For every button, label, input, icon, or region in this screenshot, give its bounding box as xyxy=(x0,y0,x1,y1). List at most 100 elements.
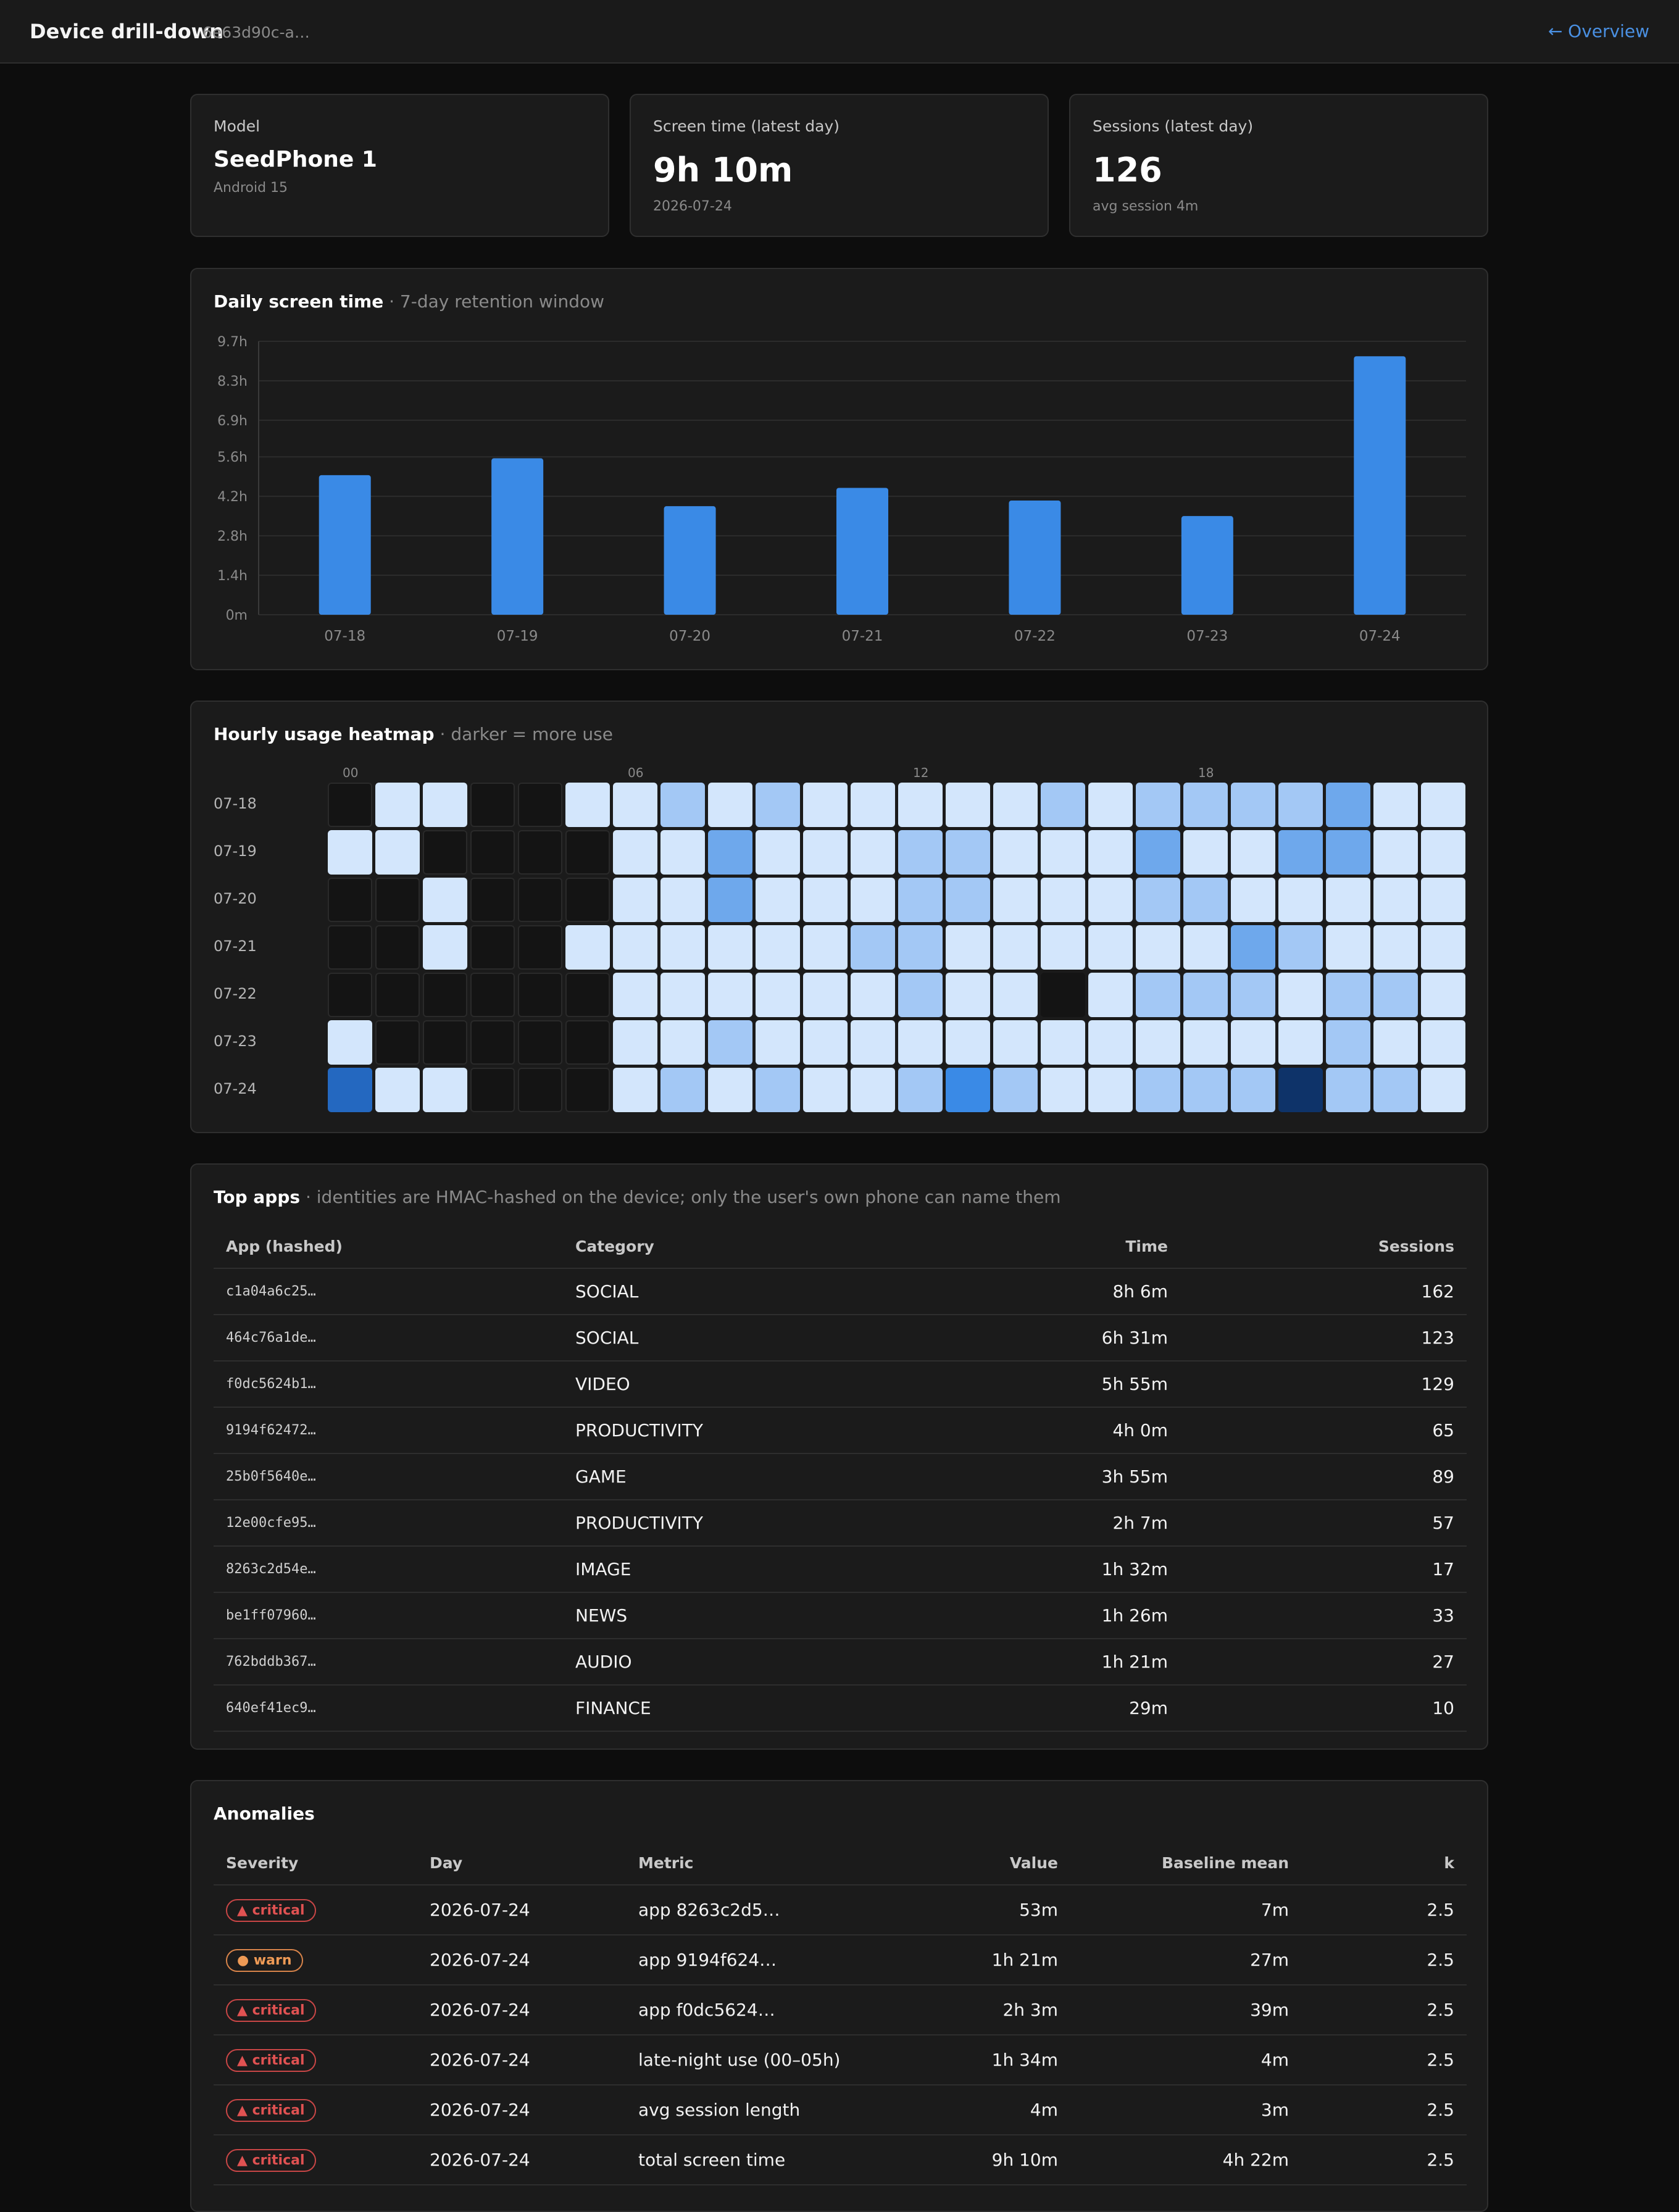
heatmap-cell xyxy=(660,973,705,1017)
heatmap-cell xyxy=(803,1020,848,1065)
table-row: 8263c2d54e… IMAGE 1h 32m 17 xyxy=(214,1546,1467,1593)
time-cell: 4h 0m xyxy=(995,1407,1180,1454)
top-apps-subtitle: identities are HMAC-hashed on the device… xyxy=(316,1187,1061,1207)
heatmap-cell xyxy=(1373,1020,1418,1065)
heatmap-cell xyxy=(898,1068,943,1112)
heatmap-cell xyxy=(803,878,848,922)
top-apps-heading: Top apps · identities are HMAC-hashed on… xyxy=(214,1187,1060,1207)
heatmap-cell xyxy=(470,973,515,1017)
table-row: 762bddb367… AUDIO 1h 21m 27 xyxy=(214,1639,1467,1686)
sessions-value: 126 xyxy=(1093,151,1162,189)
metric-cell: app 9194f624… xyxy=(626,1935,953,1985)
heatmap-cell xyxy=(1231,878,1275,922)
x-tick-label: 07-19 xyxy=(497,628,538,644)
col-category: Category xyxy=(563,1225,995,1269)
heatmap-cell xyxy=(993,830,1038,875)
table-row: 9194f62472… PRODUCTIVITY 4h 0m 65 xyxy=(214,1407,1467,1454)
heatmap-cell xyxy=(1183,925,1228,970)
heatmap-day-label: 07-21 xyxy=(214,938,257,955)
y-tick-label: 6.9h xyxy=(217,414,248,429)
x-tick-label: 07-24 xyxy=(1359,628,1401,644)
screen-time-date: 2026-07-24 xyxy=(653,199,732,214)
heatmap-cell xyxy=(328,783,372,827)
heatmap-cell xyxy=(1231,783,1275,827)
overview-back-link[interactable]: ← Overview xyxy=(1548,21,1649,41)
category-cell: PRODUCTIVITY xyxy=(563,1500,995,1547)
app-hash-cell: be1ff07960… xyxy=(214,1592,563,1639)
heatmap-cell xyxy=(565,1020,610,1065)
heatmap-cell xyxy=(1088,830,1133,875)
heatmap-subtitle: darker = more use xyxy=(451,724,613,744)
heatmap-cell xyxy=(375,925,420,970)
heatmap-cell xyxy=(756,1068,800,1112)
heatmap-day-label: 07-20 xyxy=(214,890,257,907)
heatmap-cell xyxy=(660,783,705,827)
heatmap-cell xyxy=(1278,878,1323,922)
y-tick-label: 5.6h xyxy=(217,450,248,465)
sessions-cell: 57 xyxy=(1180,1500,1467,1547)
screen-time-value: 9h 10m xyxy=(653,151,793,189)
heatmap-cell xyxy=(518,830,562,875)
heatmap-cell xyxy=(898,878,943,922)
heatmap-cell xyxy=(1373,830,1418,875)
heatmap-cell xyxy=(993,1068,1038,1112)
table-row: c1a04a6c25… SOCIAL 8h 6m 162 xyxy=(214,1268,1467,1315)
heatmap-cell xyxy=(851,830,895,875)
bar xyxy=(1009,501,1061,615)
sessions-card: Sessions (latest day) 126 avg session 4m xyxy=(1069,94,1488,237)
k-cell: 2.5 xyxy=(1301,2035,1467,2085)
day-cell: 2026-07-24 xyxy=(417,1985,626,2035)
top-apps-card: Top apps · identities are HMAC-hashed on… xyxy=(190,1163,1488,1750)
heatmap-cell xyxy=(423,925,467,970)
app-hash-cell: 9194f62472… xyxy=(214,1407,563,1454)
sessions-cell: 33 xyxy=(1180,1592,1467,1639)
heatmap-cell xyxy=(1183,830,1228,875)
baseline-cell: 3m xyxy=(1070,2085,1301,2135)
col-sessions: Sessions xyxy=(1180,1225,1467,1269)
heatmap-cell xyxy=(851,973,895,1017)
severity-cell: ▲ critical xyxy=(214,1985,417,2035)
bar xyxy=(664,506,716,615)
app-hash-cell: 8263c2d54e… xyxy=(214,1546,563,1593)
heatmap-cell xyxy=(1326,973,1370,1017)
col-day: Day xyxy=(417,1842,626,1886)
heatmap-cell xyxy=(328,1020,372,1065)
daily-chart-subtitle: 7-day retention window xyxy=(399,291,605,312)
heading-separator: · xyxy=(434,724,451,744)
metric-cell: app 8263c2d5… xyxy=(626,1885,953,1936)
model-card: Model SeedPhone 1 Android 15 xyxy=(190,94,609,237)
heatmap-cell xyxy=(1326,878,1370,922)
sessions-cell: 129 xyxy=(1180,1361,1467,1408)
baseline-cell: 4m xyxy=(1070,2035,1301,2085)
heatmap-cell xyxy=(756,878,800,922)
daily-bar-chart: 0m 1.4h 2.8h 4.2h 5.6h 6.9h 8.3h 9.7h 07-18 07-19… xyxy=(217,335,1466,644)
heatmap-cell xyxy=(946,783,990,827)
heatmap-cell xyxy=(1183,973,1228,1017)
heatmap-cell xyxy=(1231,1068,1275,1112)
heatmap-cell xyxy=(851,1020,895,1065)
heatmap-cell xyxy=(613,1020,657,1065)
severity-badge: ▲ critical xyxy=(226,2098,316,2122)
heatmap-cell xyxy=(898,1020,943,1065)
sessions-cell: 123 xyxy=(1180,1315,1467,1362)
heatmap-cell xyxy=(518,783,562,827)
x-tick-label: 07-23 xyxy=(1186,628,1228,644)
heatmap-day-label: 07-24 xyxy=(214,1080,257,1097)
heatmap-cell xyxy=(708,973,752,1017)
heatmap-cell xyxy=(1088,973,1133,1017)
heatmap-cell xyxy=(565,925,610,970)
heatmap-cell xyxy=(1278,925,1323,970)
heatmap-cell xyxy=(565,1068,610,1112)
heatmap-day-label: 07-22 xyxy=(214,985,257,1002)
severity-badge: ▲ critical xyxy=(226,2048,316,2072)
col-baseline: Baseline mean xyxy=(1070,1842,1301,1886)
table-row: 640ef41ec9… FINANCE 29m 10 xyxy=(214,1685,1467,1732)
time-cell: 8h 6m xyxy=(995,1268,1180,1315)
heatmap-cell xyxy=(993,973,1038,1017)
heatmap-cell xyxy=(1088,1068,1133,1112)
col-time: Time xyxy=(995,1225,1180,1269)
y-tick-label: 1.4h xyxy=(217,568,248,584)
heatmap-hour-label: 12 xyxy=(913,765,929,780)
heatmap-cell xyxy=(328,925,372,970)
heatmap-cell xyxy=(803,783,848,827)
